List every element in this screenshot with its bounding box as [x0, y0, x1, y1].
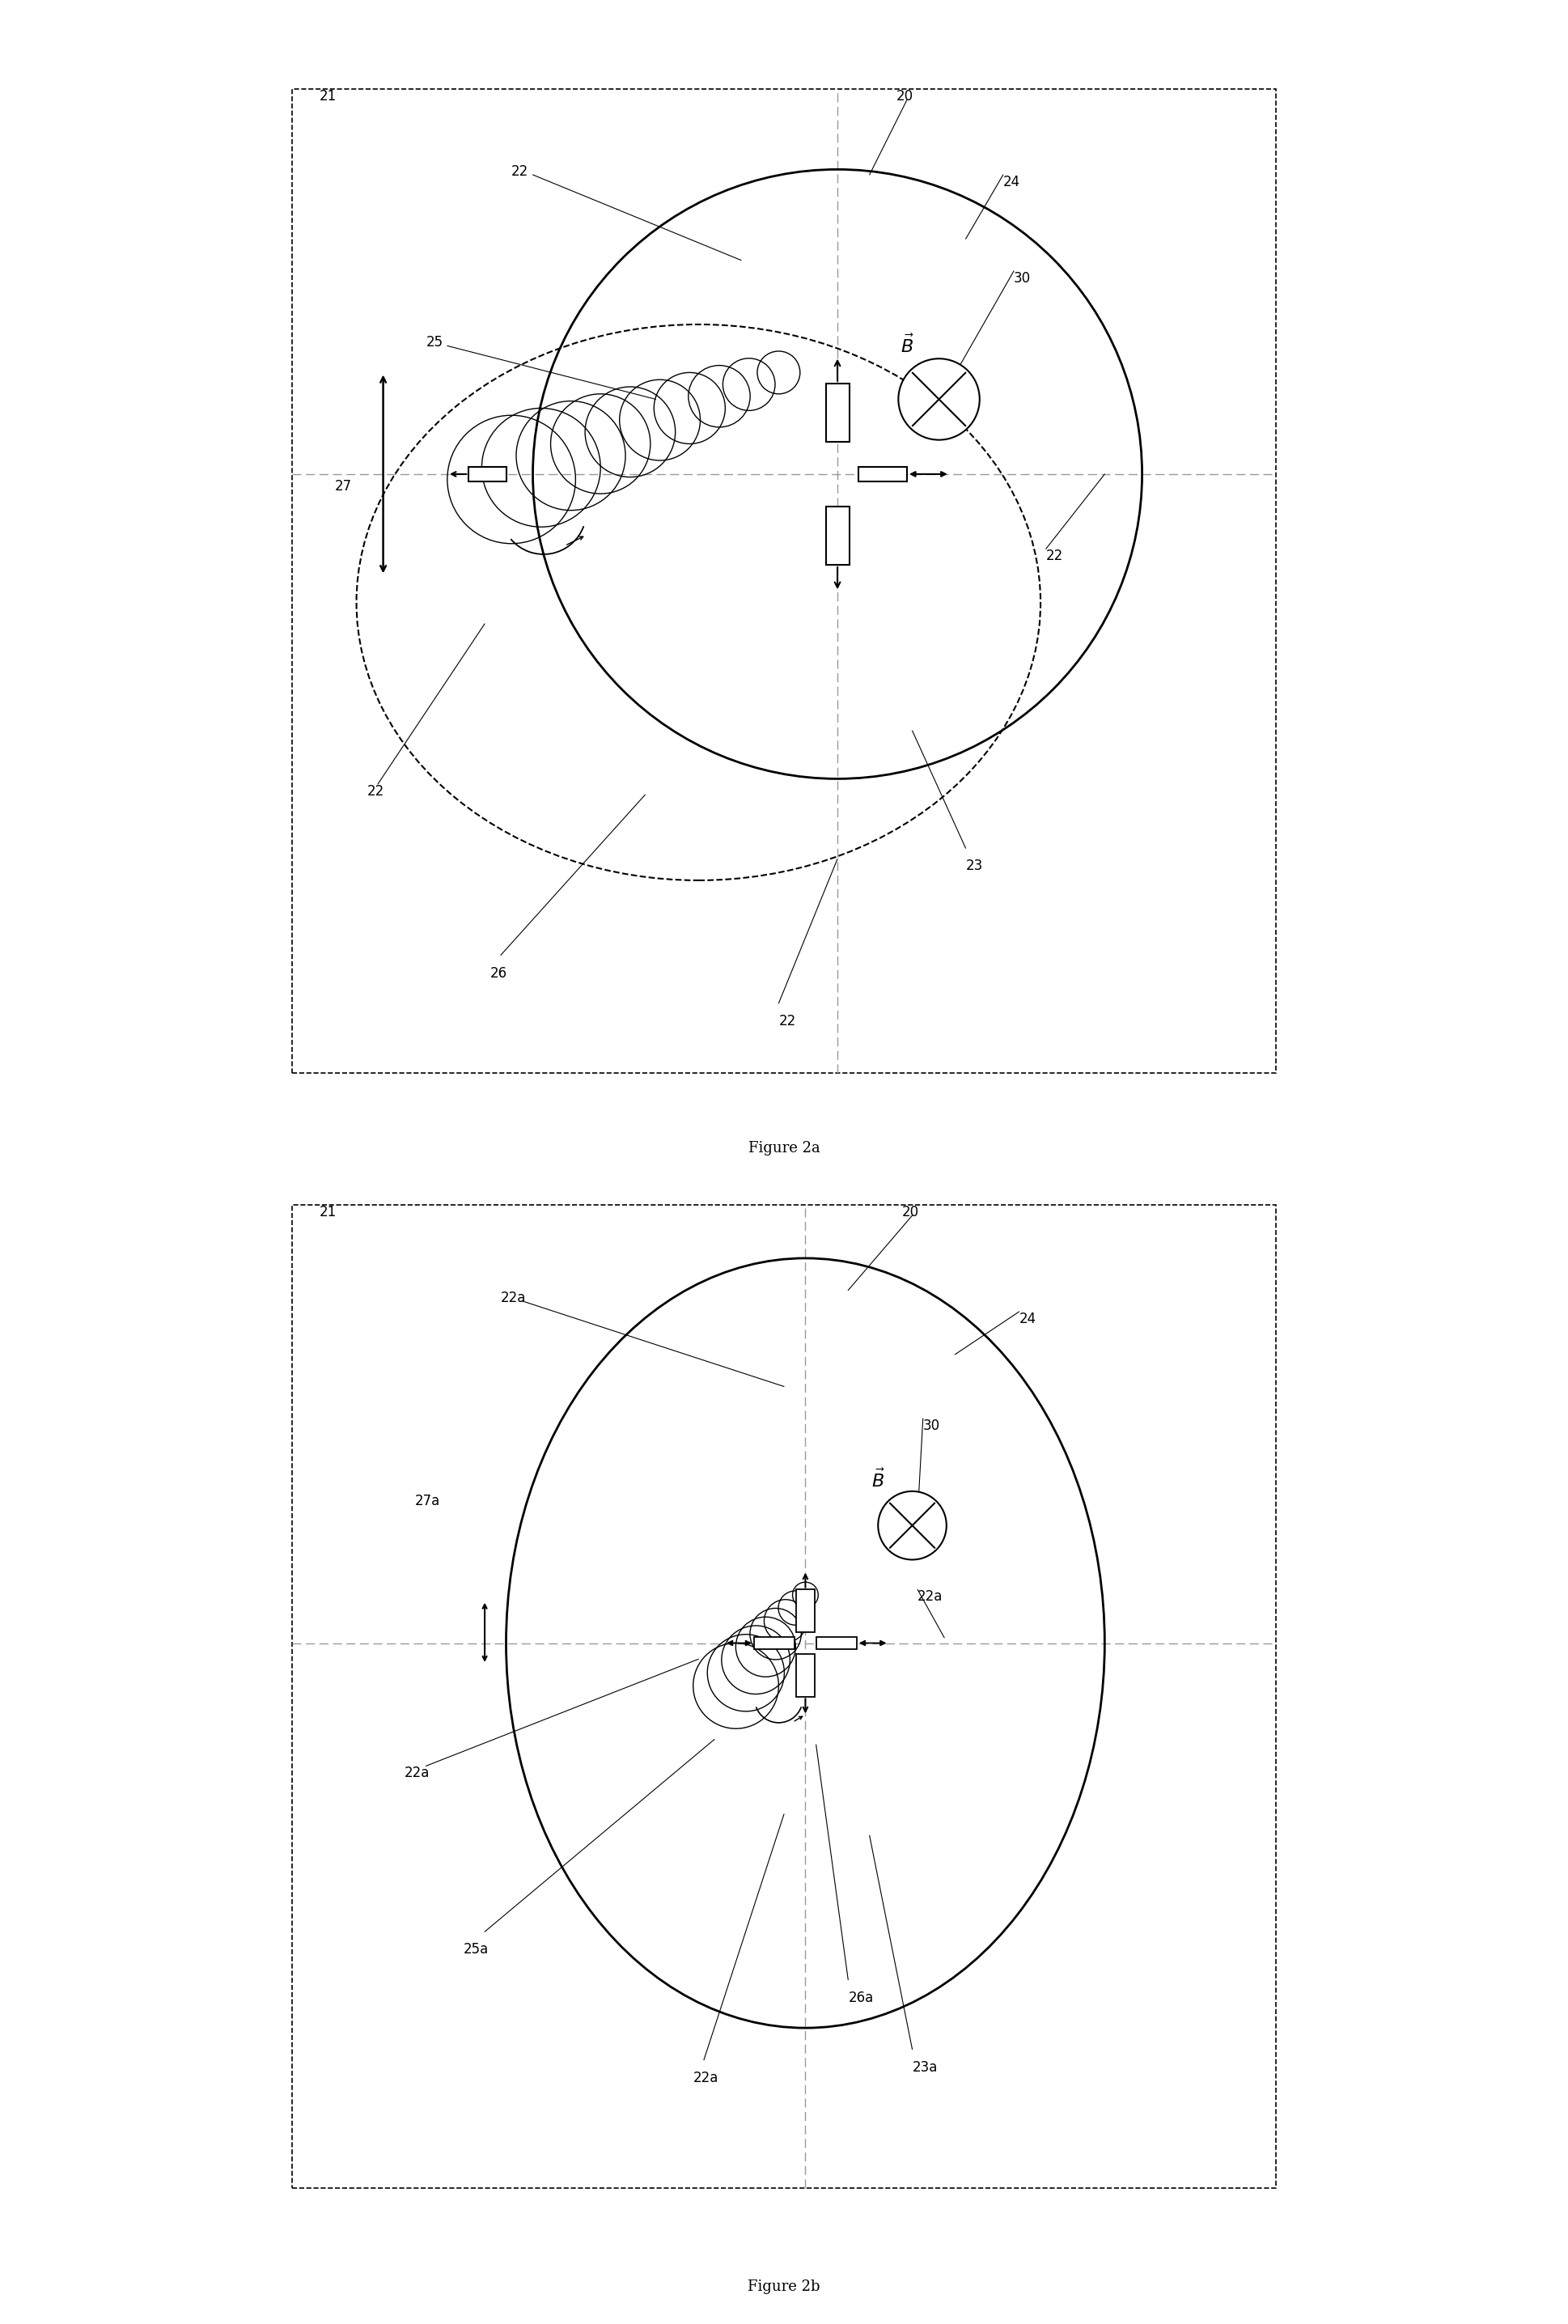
Text: 27a: 27a [416, 1494, 441, 1508]
Bar [826, 507, 850, 565]
Bar [826, 383, 850, 442]
Text: 20: 20 [897, 88, 913, 105]
Text: 24: 24 [1004, 174, 1021, 188]
Text: $\vec{B}$: $\vec{B}$ [900, 335, 914, 358]
Text: 22: 22 [779, 1013, 797, 1030]
Bar [859, 467, 906, 481]
Text: 30: 30 [924, 1418, 941, 1434]
Text: 21: 21 [318, 88, 336, 105]
Bar [795, 1655, 815, 1697]
Text: 22: 22 [1046, 548, 1063, 562]
Bar [815, 1636, 856, 1650]
Bar [469, 467, 506, 481]
Text: 25: 25 [426, 335, 444, 349]
Text: 22a: 22a [405, 1766, 430, 1780]
Circle shape [878, 1492, 947, 1559]
Bar [754, 1636, 795, 1650]
Text: 21: 21 [318, 1204, 336, 1220]
Text: 22a: 22a [500, 1290, 527, 1304]
Text: 22a: 22a [693, 2071, 718, 2085]
Text: 26: 26 [491, 967, 506, 981]
Text: 22: 22 [367, 783, 384, 799]
Text: 27: 27 [336, 479, 353, 495]
Text: 23: 23 [966, 860, 983, 874]
Text: 26a: 26a [848, 1989, 873, 2006]
Text: 22a: 22a [917, 1590, 942, 1604]
Text: 22: 22 [511, 165, 528, 179]
Circle shape [898, 358, 980, 439]
Text: $\vec{B}$: $\vec{B}$ [872, 1469, 884, 1492]
Bar [795, 1590, 815, 1631]
Text: 24: 24 [1019, 1311, 1036, 1327]
Text: Figure 2b: Figure 2b [748, 2280, 820, 2294]
Text: Figure 2a: Figure 2a [748, 1141, 820, 1155]
Text: 25a: 25a [463, 1943, 489, 1957]
Text: 30: 30 [1014, 272, 1030, 286]
Text: 20: 20 [902, 1204, 919, 1220]
Text: 23a: 23a [913, 2059, 938, 2075]
